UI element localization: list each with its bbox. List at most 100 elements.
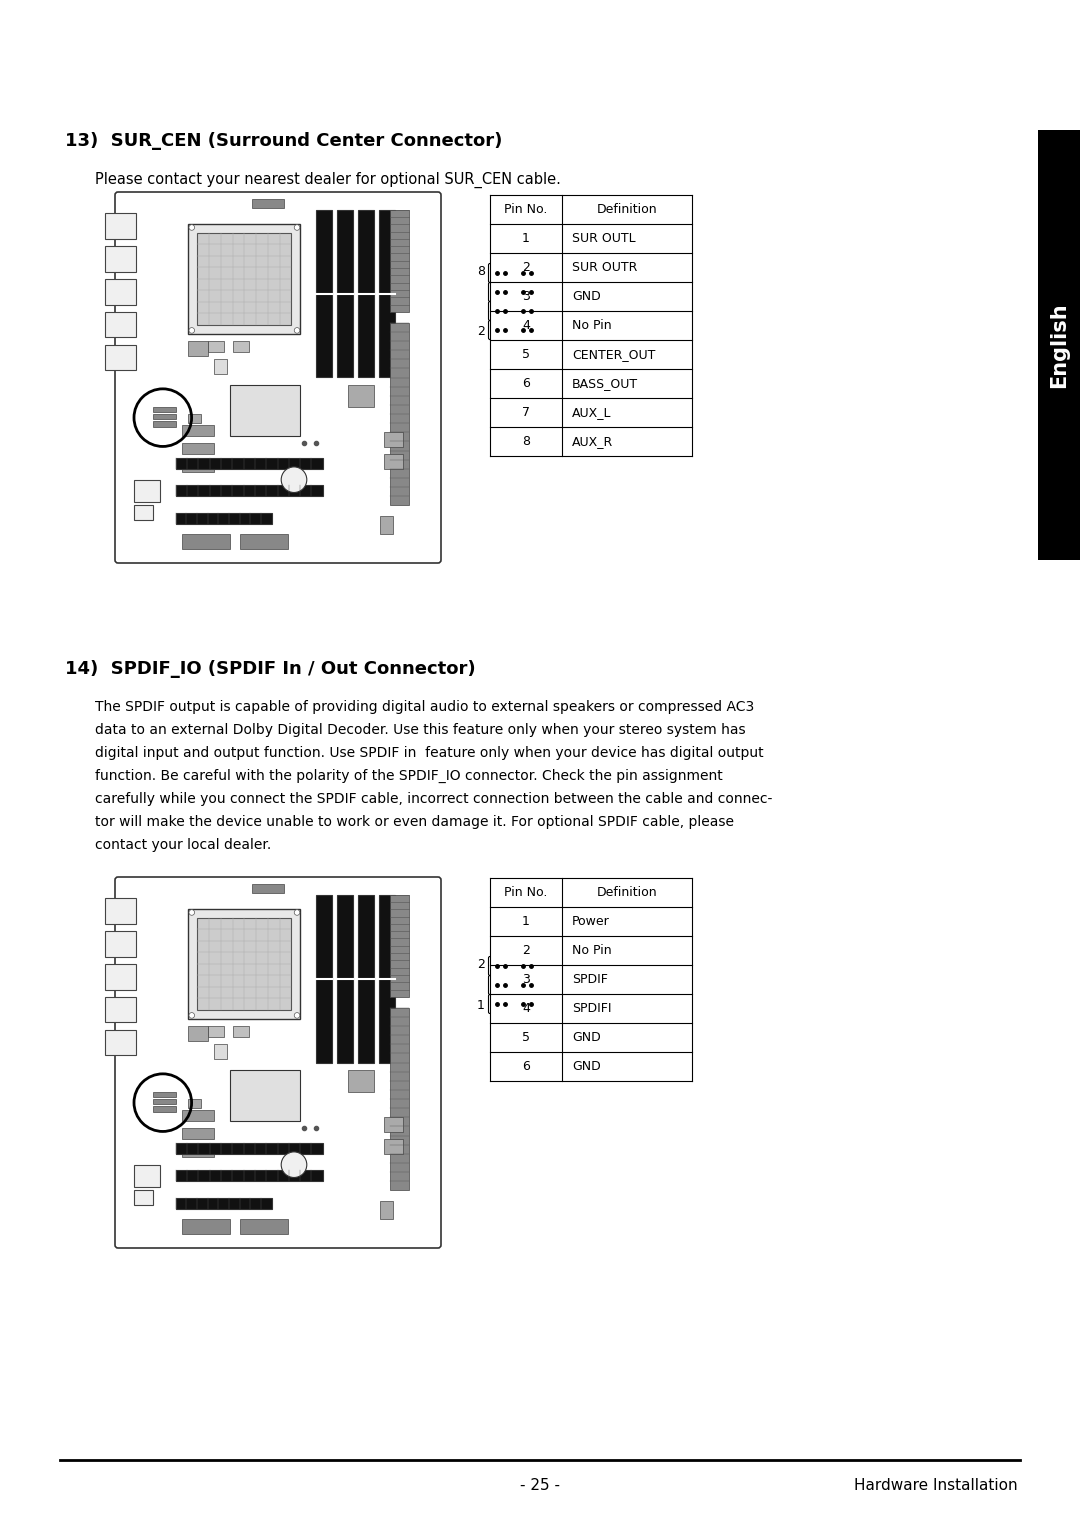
Bar (349, 1069, 374, 1092)
Bar (390, 323, 409, 506)
Bar (233, 342, 249, 352)
Circle shape (294, 225, 300, 230)
Bar (188, 342, 207, 355)
Bar (253, 199, 284, 208)
Bar (240, 1219, 287, 1235)
Text: 14)  SPDIF_IO (SPDIF In / Out Connector): 14) SPDIF_IO (SPDIF In / Out Connector) (65, 660, 475, 679)
Text: 5: 5 (543, 999, 551, 1013)
Text: 4: 4 (522, 319, 530, 332)
Bar (105, 997, 136, 1022)
FancyBboxPatch shape (488, 994, 513, 1014)
Text: data to an external Dolby Digital Decoder. Use this feature only when your stere: data to an external Dolby Digital Decode… (95, 723, 745, 737)
Text: No Pin: No Pin (572, 944, 611, 958)
Bar (230, 1069, 300, 1121)
Bar (1038, 130, 1080, 561)
Text: Hardware Installation: Hardware Installation (854, 1478, 1018, 1494)
Text: SUR OUTL: SUR OUTL (572, 231, 636, 245)
Bar (176, 486, 323, 496)
Bar (105, 1030, 136, 1056)
FancyBboxPatch shape (514, 956, 540, 976)
Text: AUX_L: AUX_L (572, 406, 611, 418)
Bar (188, 224, 300, 334)
FancyBboxPatch shape (514, 302, 540, 320)
Text: 1: 1 (477, 999, 485, 1013)
Bar (198, 918, 292, 1010)
FancyBboxPatch shape (488, 282, 513, 302)
Text: GND: GND (572, 1031, 600, 1043)
Bar (176, 1198, 271, 1209)
Text: tor will make the device unable to work or even damage it. For optional SPDIF ca: tor will make the device unable to work … (95, 815, 734, 829)
Bar (134, 1190, 153, 1204)
Text: No Pin: No Pin (572, 319, 611, 332)
Bar (380, 516, 393, 535)
Bar (183, 535, 230, 548)
Bar (380, 1201, 393, 1219)
Bar (253, 884, 284, 893)
Text: - 25 -: - 25 - (519, 1478, 561, 1494)
FancyBboxPatch shape (488, 956, 513, 976)
Circle shape (281, 467, 307, 492)
FancyBboxPatch shape (488, 264, 513, 282)
Bar (207, 1026, 224, 1037)
Text: GND: GND (572, 290, 600, 303)
Bar (105, 213, 136, 239)
Bar (153, 421, 176, 427)
Bar (176, 1170, 323, 1181)
Bar (240, 535, 287, 548)
Text: GND: GND (572, 1060, 600, 1072)
Text: 1: 1 (522, 915, 530, 928)
Bar (105, 279, 136, 305)
Circle shape (294, 1013, 300, 1019)
Bar (183, 461, 214, 472)
Bar (105, 313, 136, 337)
Text: 4: 4 (522, 1002, 530, 1016)
Circle shape (189, 910, 194, 915)
Text: SPDIFI: SPDIFI (572, 1002, 611, 1016)
Bar (134, 480, 160, 501)
FancyBboxPatch shape (488, 976, 513, 994)
Text: 3: 3 (522, 973, 530, 987)
Circle shape (294, 328, 300, 334)
Bar (188, 1026, 207, 1040)
Bar (153, 1106, 176, 1112)
Bar (337, 210, 353, 377)
Text: Definition: Definition (596, 885, 658, 899)
Bar (188, 414, 201, 423)
Text: Pin No.: Pin No. (504, 885, 548, 899)
Bar (183, 1219, 230, 1235)
Text: 6: 6 (543, 958, 551, 971)
Bar (183, 1111, 214, 1121)
Text: function. Be careful with the polarity of the SPDIF_IO connector. Check the pin : function. Be careful with the polarity o… (95, 769, 723, 783)
Text: SPDIF: SPDIF (572, 973, 608, 987)
Bar (183, 1146, 214, 1157)
Bar (105, 964, 136, 990)
Bar (233, 1026, 249, 1037)
Bar (188, 1098, 201, 1108)
Bar (379, 895, 395, 1063)
Text: 8: 8 (522, 435, 530, 447)
Bar (383, 1117, 403, 1132)
Bar (176, 1143, 323, 1154)
Bar (390, 895, 409, 997)
Text: 7: 7 (543, 265, 551, 277)
Text: English: English (1049, 302, 1069, 388)
Text: CENTER_OUT: CENTER_OUT (572, 348, 656, 362)
Bar (188, 908, 300, 1019)
Text: 7: 7 (522, 406, 530, 418)
Bar (357, 210, 374, 377)
Bar (316, 895, 333, 1063)
Bar (105, 931, 136, 956)
Bar (490, 878, 692, 1082)
Text: Power: Power (572, 915, 610, 928)
Text: 5: 5 (522, 348, 530, 362)
FancyBboxPatch shape (488, 302, 513, 320)
Text: 1: 1 (522, 231, 530, 245)
Text: digital input and output function. Use SPDIF in  feature only when your device h: digital input and output function. Use S… (95, 746, 764, 760)
Bar (357, 895, 374, 1063)
FancyBboxPatch shape (114, 192, 441, 562)
FancyBboxPatch shape (514, 320, 540, 340)
Bar (198, 233, 292, 325)
Text: 2: 2 (522, 260, 530, 274)
Bar (183, 1128, 214, 1140)
Text: 2: 2 (477, 958, 485, 971)
